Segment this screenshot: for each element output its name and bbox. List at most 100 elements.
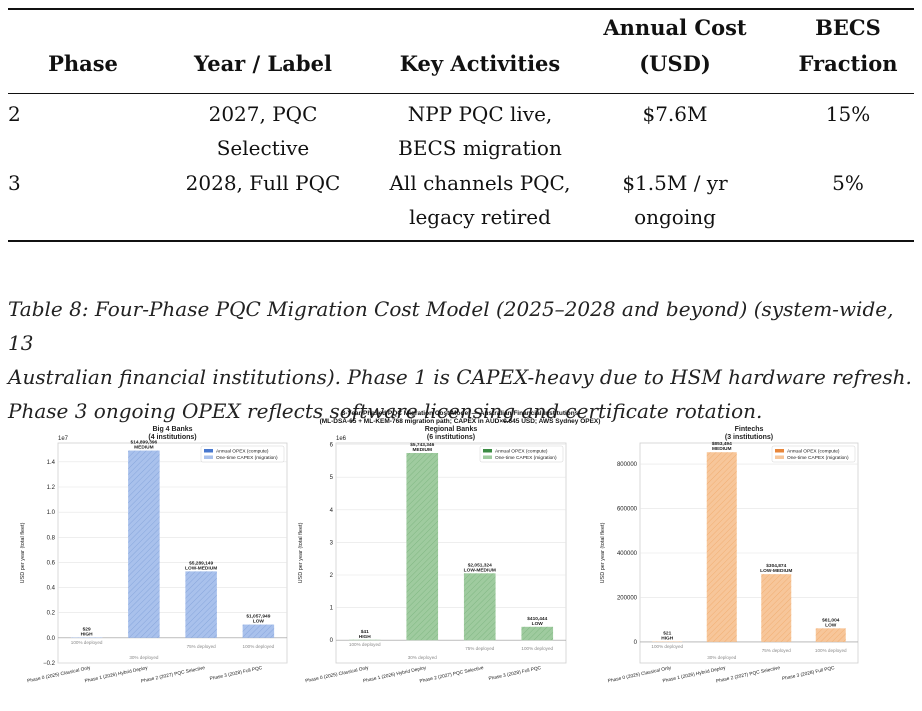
legend-label: Annual OPEX (compute)	[787, 449, 840, 455]
bar-risk-label: LOW	[253, 619, 265, 625]
legend-label: Annual OPEX (compute)	[216, 449, 269, 455]
bar-risk-label: MEDIUM	[712, 446, 731, 452]
bar-hatch	[185, 571, 216, 637]
y-tick-label: 0.8	[47, 535, 56, 541]
legend-swatch-capex	[204, 456, 213, 460]
y-tick-label: 0.6	[47, 560, 56, 566]
legend-swatch-opex	[775, 449, 784, 453]
y-tick-label: 3	[330, 540, 334, 546]
y-tick-label: 4	[330, 508, 334, 514]
table-cell-activities: BECS migration	[380, 130, 580, 166]
table-caption: Table 8: Four-Phase PQC Migration Cost M…	[8, 292, 916, 428]
y-axis-label: USD per year (total fleet)	[298, 522, 304, 583]
bar-risk-label: LOW-MEDIUM	[185, 565, 217, 571]
axis-offset-label: 1e7	[58, 436, 69, 442]
x-tick-label: Phase 0 (2025) Classical Only	[305, 665, 370, 684]
bar-deploy-label: 75% deployed	[465, 646, 495, 651]
bar-deploy-label: 100% deployed	[521, 646, 553, 651]
table-cell-becs: 15%	[778, 96, 918, 132]
bar-risk-label: LOW	[825, 622, 837, 628]
bar-hatch	[816, 628, 846, 642]
table-cell-phase: 2	[8, 96, 28, 132]
bar-deploy-label: 75% deployed	[187, 644, 217, 649]
bar-deploy-label: 30% deployed	[707, 655, 737, 660]
caption-line: Table 8: Four-Phase PQC Migration Cost M…	[8, 292, 916, 360]
bar-risk-label: HIGH	[81, 631, 94, 637]
bar-risk-label: MEDIUM	[134, 445, 153, 451]
y-tick-label: 0.0	[47, 636, 56, 642]
y-tick-label: 0.2	[47, 611, 56, 617]
x-tick-label: Phase 0 (2025) Classical Only	[27, 665, 92, 684]
bar-hatch	[707, 452, 737, 642]
table-cell-label: Selective	[173, 130, 353, 166]
bar-hatch	[761, 574, 791, 642]
header-becs: BECS	[778, 10, 918, 46]
header-annual-cost-unit: (USD)	[590, 46, 760, 82]
axis-offset-label: 1e6	[336, 436, 347, 442]
chart-title: Regional Banks	[425, 426, 478, 433]
x-tick-label: Phase 2 (2027) PQC Selective	[140, 665, 205, 685]
y-tick-label: 6	[330, 443, 334, 449]
bar-risk-label: HIGH	[359, 634, 372, 640]
table-cell-cost: ongoing	[590, 199, 760, 235]
table-cell-label: 2027, PQC	[173, 96, 353, 132]
bar-deploy-label: 100% deployed	[651, 644, 683, 649]
x-tick-label: Phase 3 (2028) Full PQC	[488, 665, 542, 682]
bar-deploy-label: 75% deployed	[762, 648, 792, 653]
y-axis-label: USD per year (total fleet)	[600, 522, 606, 583]
table-cell-activities: NPP PQC live,	[380, 96, 580, 132]
y-tick-label: −0.2	[43, 661, 56, 667]
y-tick-label: 5	[330, 475, 334, 481]
header-phase: Phase	[8, 46, 158, 82]
x-tick-label: Phase 1 (2026) Hybrid Deploy	[363, 665, 428, 684]
y-tick-label: 1.4	[47, 460, 56, 466]
table-cell-becs: 5%	[778, 165, 918, 201]
y-tick-label: 1.2	[47, 485, 56, 491]
bar-deploy-label: 30% deployed	[408, 655, 438, 660]
table-bottom-rule	[8, 240, 914, 242]
bar-deploy-label: 100% deployed	[71, 640, 103, 645]
legend-swatch-opex	[204, 449, 213, 453]
y-tick-label: 1	[330, 606, 334, 612]
table-cell-activities: legacy retired	[380, 199, 580, 235]
x-tick-label: Phase 1 (2026) Hybrid Deploy	[84, 665, 149, 684]
legend-swatch-capex	[483, 456, 492, 460]
bar-risk-label: LOW-MEDIUM	[464, 567, 496, 573]
legend-label: Annual OPEX (compute)	[495, 449, 548, 455]
bar-deploy-label: 100% deployed	[243, 644, 275, 649]
chart-subtitle: (3 institutions)	[725, 434, 773, 441]
table-cell-cost: $7.6M	[590, 96, 760, 132]
x-tick-label: Phase 2 (2027) PQC Selective	[419, 665, 484, 685]
bar-hatch	[406, 453, 438, 640]
charts-svg: −0.2 0.0 0.2 0.4 0.6 0.8 1.0 1.2 1.4 1e7 Big 4 Ban…	[0, 410, 922, 706]
bar-hatch	[243, 625, 274, 638]
table-cell-label: 2028, Full PQC	[173, 165, 353, 201]
legend-label: One-time CAPEX (migration)	[216, 455, 278, 461]
header-becs-fraction: Fraction	[778, 46, 918, 82]
x-tick-label: Phase 3 (2028) Full PQC	[781, 665, 835, 682]
caption-line: Australian financial institutions). Phas…	[8, 360, 916, 394]
y-tick-label: 0.4	[47, 586, 56, 592]
y-tick-label: 400000	[617, 551, 638, 557]
legend-swatch-opex	[483, 449, 492, 453]
y-tick-label: 200000	[617, 595, 638, 601]
bar-hatch	[128, 451, 159, 638]
header-annual-cost: Annual Cost	[590, 10, 760, 46]
header-key-activities: Key Activities	[380, 46, 580, 82]
bar-risk-label: LOW	[532, 621, 544, 627]
y-tick-label: 2	[330, 573, 334, 579]
cost-model-figure: 3-Year Phased PQC Migration Cost Model —…	[0, 410, 922, 706]
table-cell-cost: $1.5M / yr	[590, 165, 760, 201]
bar-risk-label: HIGH	[661, 635, 674, 641]
table-cell-phase: 3	[8, 165, 28, 201]
chart-title: Big 4 Banks	[152, 426, 192, 433]
y-axis-label: USD per year (total fleet)	[20, 522, 26, 583]
figure-title-line: (ML-DSA-65 + ML-KEM-768 migration path; …	[250, 418, 670, 426]
bar-deploy-label: 100% deployed	[815, 648, 847, 653]
y-tick-label: 1.0	[47, 510, 56, 516]
y-tick-label: 800000	[617, 462, 638, 468]
y-tick-label: 600000	[617, 507, 638, 513]
bar-deploy-label: 30% deployed	[129, 655, 159, 660]
y-tick-label: 0	[634, 640, 638, 646]
table-cell-activities: All channels PQC,	[380, 165, 580, 201]
